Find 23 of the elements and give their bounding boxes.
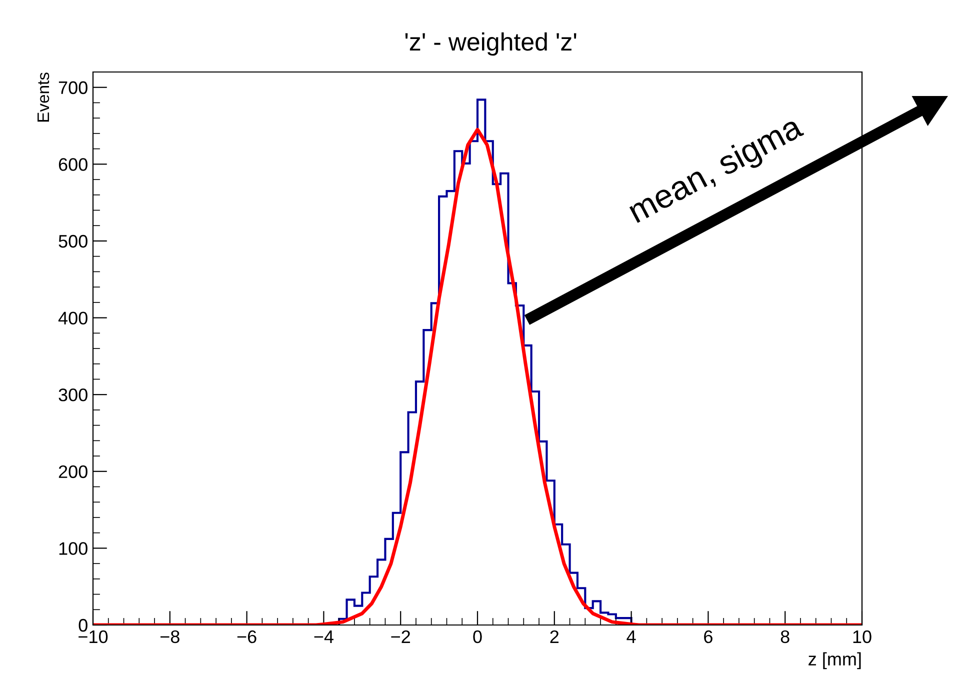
y-tick-label: 200	[58, 465, 88, 478]
x-tick-label: 6	[704, 630, 712, 644]
x-axis-title: z [mm]	[808, 652, 861, 670]
x-tick-label: −8	[160, 630, 180, 644]
x-tick-label: −10	[78, 630, 108, 644]
x-tick-label: −6	[237, 630, 256, 644]
x-tick-label: 4	[626, 630, 636, 643]
x-tick-label: 0	[473, 630, 482, 644]
x-tick-label: 8	[780, 630, 790, 644]
x-tick-label: 10	[853, 630, 872, 644]
x-tick-label: −4	[314, 630, 334, 643]
chart-title: 'z' - weighted 'z'	[405, 32, 576, 56]
y-tick-label: 0	[78, 618, 88, 632]
y-tick-label: 500	[58, 234, 88, 248]
x-tick-label: −2	[391, 630, 410, 643]
y-tick-label: 700	[58, 81, 88, 94]
annotation: mean, sigma	[626, 113, 808, 230]
x-tick-label: 2	[550, 630, 559, 643]
y-tick-label: 100	[59, 542, 88, 555]
y-tick-label: 600	[58, 158, 88, 171]
y-tick-label: 300	[58, 388, 88, 402]
y-tick-label: 400	[58, 312, 88, 324]
y-axis-title: Events	[38, 72, 50, 122]
